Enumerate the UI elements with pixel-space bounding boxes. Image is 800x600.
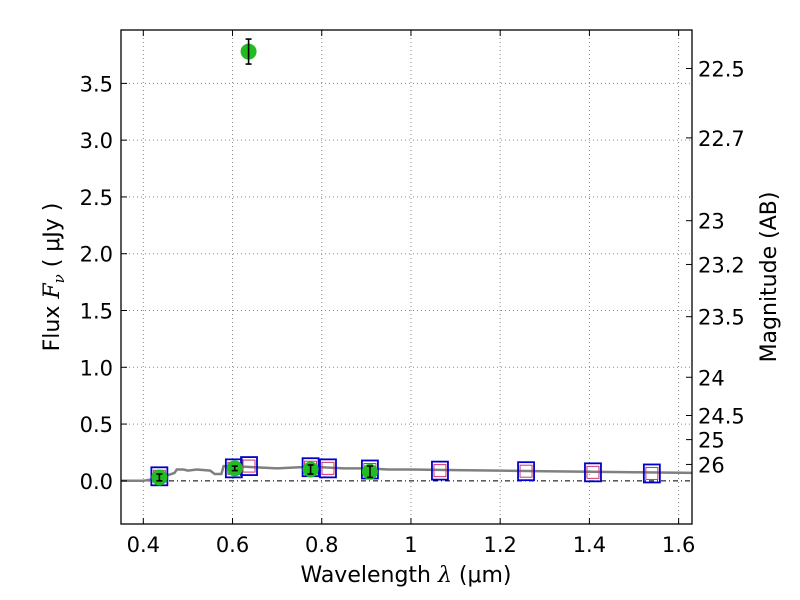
model-square-inner [433, 464, 447, 478]
y-tick-label: 0.5 [80, 413, 113, 437]
y-tick-label: 1.5 [80, 300, 113, 324]
sed-line-layer [121, 464, 693, 483]
model-square [584, 462, 602, 483]
model-square-inner [242, 459, 256, 473]
y2-tick-label: 24.5 [698, 404, 745, 428]
x-tick-label: 0.6 [216, 533, 249, 557]
ticks-layer: 0.4 0.6 0.8 1 1.2 1.4 1.6 0.0 0.5 1.0 1.5 2.0 2.5 3.0… [80, 30, 745, 557]
y2-tick-label: 23 [698, 210, 725, 234]
y-axis-title: Flux Fν ( μJy ) [40, 203, 68, 352]
x-tick-label: 1 [404, 533, 417, 557]
x-tick-label: 1.4 [573, 533, 606, 557]
y2-axis-title: Magnitude (AB) [757, 192, 782, 363]
x-tick-label: 1.6 [662, 533, 695, 557]
y2-tick-label: 23.2 [698, 253, 745, 277]
x-tick-label: 1.2 [483, 533, 516, 557]
y-tick-label: 3.0 [80, 129, 113, 153]
y2-tick-label: 26 [698, 453, 725, 477]
model-square-inner [519, 464, 533, 478]
y2-tick-label: 22.7 [698, 127, 745, 151]
model-square [319, 458, 337, 479]
model-square-inner [321, 461, 335, 475]
y-tick-label: 1.0 [80, 356, 113, 380]
y-tick-label: 3.5 [80, 72, 113, 96]
model-square [431, 460, 449, 481]
y-tick-label: 0.0 [80, 470, 113, 494]
grid [121, 30, 692, 524]
x-tick-label: 0.8 [305, 533, 338, 557]
model-square-inner [645, 466, 659, 480]
model-square [517, 461, 535, 482]
y-tick-label: 2.5 [80, 186, 113, 210]
y2-tick-label: 23.5 [698, 306, 745, 330]
sed-line [121, 464, 693, 483]
y2-tick-label: 22.5 [698, 58, 745, 82]
model-square [642, 463, 661, 484]
y-tick-label: 2.0 [80, 243, 113, 267]
y2-tick-label: 25 [698, 429, 725, 453]
plot-frame [120, 29, 693, 525]
x-tick-label: 0.4 [127, 533, 160, 557]
x-axis-title: Wavelength λ (μm) [300, 563, 511, 588]
observed-points-layer [151, 38, 378, 486]
y2-tick-label: 24 [698, 366, 725, 390]
model-square-inner [586, 465, 600, 479]
